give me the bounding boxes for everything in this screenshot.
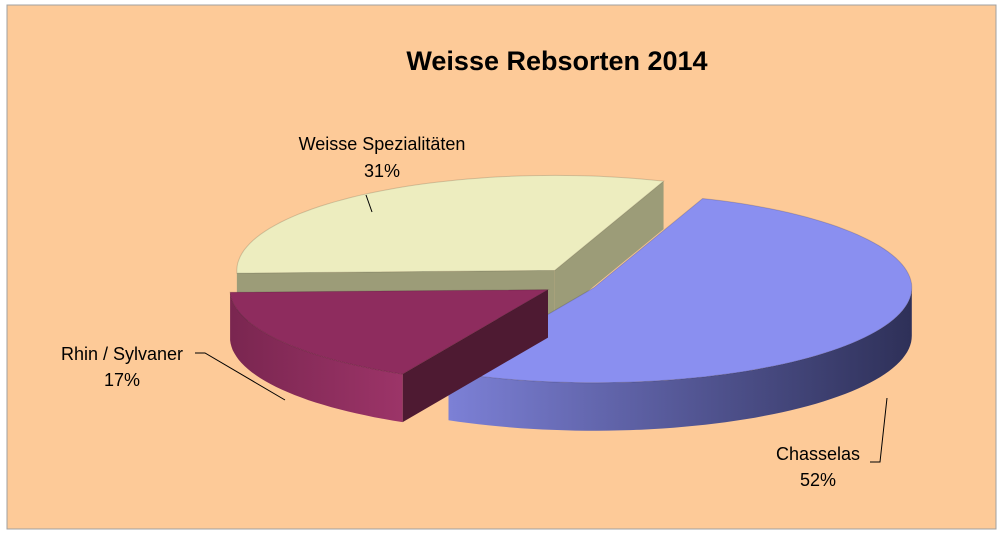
slice-value-label: 17% <box>104 370 140 390</box>
leader-line <box>870 397 888 463</box>
slice-label: Chasselas <box>776 444 860 464</box>
slice <box>236 174 665 274</box>
slice-side <box>230 292 403 423</box>
slice-wall <box>554 181 664 319</box>
slice <box>229 289 550 375</box>
slice-value-label: 31% <box>364 161 400 181</box>
leader-line <box>195 352 286 401</box>
slice-side <box>448 287 912 431</box>
slice-wall <box>402 289 548 423</box>
slice <box>447 197 913 384</box>
slice-value-label: 52% <box>800 470 836 490</box>
slice-label: Rhin / Sylvaner <box>61 344 183 364</box>
pie <box>229 174 913 431</box>
slice-label: Weisse Spezialitäten <box>299 134 466 154</box>
chart-title: Weisse Rebsorten 2014 <box>406 46 707 76</box>
leader-line <box>365 194 373 213</box>
